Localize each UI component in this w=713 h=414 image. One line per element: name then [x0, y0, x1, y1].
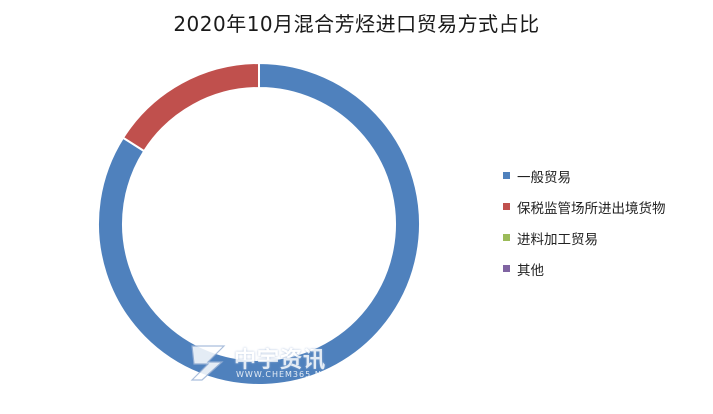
legend-swatch-2	[503, 234, 510, 241]
legend-item-1: 保税监管场所进出境货物	[503, 197, 666, 217]
legend-item-0: 一般贸易	[503, 166, 666, 186]
donut-slice-1	[121, 61, 260, 153]
watermark-brand: 中宇资讯	[234, 348, 327, 373]
legend-swatch-1	[503, 203, 510, 210]
legend-swatch-3	[503, 265, 510, 272]
chart-title: 2020年10月混合芳烃进口贸易方式占比	[173, 12, 540, 36]
zy-logo-icon	[190, 345, 226, 381]
legend-label-1: 保税监管场所进出境货物	[517, 200, 666, 217]
legend-item-2: 进料加工贸易	[503, 228, 666, 248]
legend-label-3: 其他	[517, 262, 544, 279]
legend-label-2: 进料加工贸易	[517, 231, 598, 248]
chart-legend: 一般贸易保税监管场所进出境货物 进料加工贸易 其他	[503, 166, 666, 290]
donut-slice-0	[97, 61, 421, 386]
watermark: 中宇资讯 WWW.CHEM365.NET	[188, 340, 338, 384]
legend-label-0: 一般贸易	[517, 169, 571, 186]
watermark-url: WWW.CHEM365.NET	[236, 370, 334, 379]
legend-item-3: 其他	[503, 259, 666, 279]
legend-swatch-0	[503, 172, 510, 179]
